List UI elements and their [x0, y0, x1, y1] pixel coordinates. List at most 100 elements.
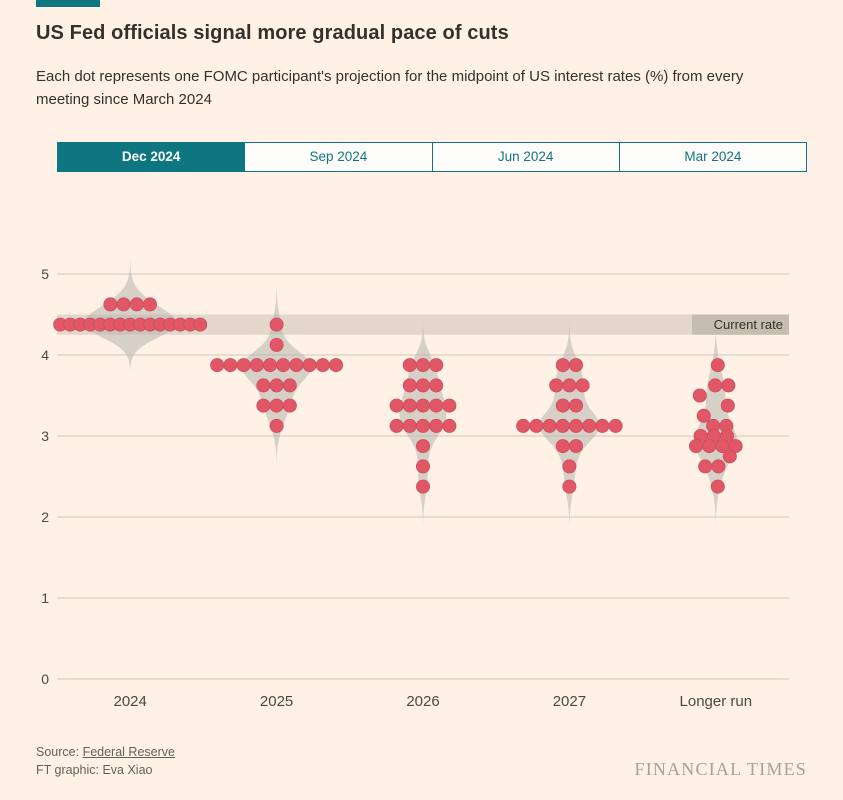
- projection-dot: [415, 418, 430, 433]
- chart-footer: Source: Federal Reserve FT graphic: Eva …: [0, 741, 843, 781]
- projection-dot: [103, 296, 118, 311]
- projection-dot: [289, 357, 304, 372]
- projection-dot: [256, 377, 271, 392]
- projection-dot: [555, 438, 570, 453]
- projection-dot: [710, 479, 725, 494]
- projection-dot: [315, 357, 330, 372]
- projection-dot: [442, 418, 457, 433]
- projection-dot: [542, 418, 557, 433]
- projection-dot: [402, 377, 417, 392]
- projection-dot: [575, 377, 590, 392]
- projection-dot: [429, 377, 444, 392]
- projection-dot: [516, 418, 531, 433]
- projection-dot: [529, 418, 544, 433]
- projection-dot: [415, 458, 430, 473]
- current-rate-label: Current rate: [714, 317, 783, 332]
- projection-dot: [269, 337, 284, 352]
- projection-dot: [721, 377, 736, 392]
- projection-dot: [689, 438, 704, 453]
- projection-dot: [562, 479, 577, 494]
- violin: [241, 279, 312, 470]
- chart-subtitle: Each dot represents one FOMC participant…: [36, 68, 744, 109]
- projection-dot: [193, 317, 208, 332]
- projection-dot: [269, 418, 284, 433]
- y-tick-label: 2: [41, 509, 49, 525]
- projection-dot: [696, 408, 711, 423]
- projection-dot: [276, 357, 291, 372]
- projection-dot: [302, 357, 317, 372]
- projection-dot: [262, 357, 277, 372]
- y-tick-label: 0: [41, 671, 49, 687]
- projection-dot: [269, 398, 284, 413]
- projection-dot: [129, 296, 144, 311]
- projection-dot: [722, 448, 737, 463]
- source-block: Source: Federal Reserve FT graphic: Eva …: [36, 743, 175, 781]
- tab-jun-2024[interactable]: Jun 2024: [432, 141, 620, 172]
- projection-dot: [720, 398, 735, 413]
- projection-dot: [595, 418, 610, 433]
- source-line: Source: Federal Reserve: [36, 743, 175, 762]
- projection-dot: [223, 357, 238, 372]
- y-tick-label: 4: [41, 347, 49, 363]
- projection-dot: [555, 398, 570, 413]
- x-tick-label: 2024: [114, 693, 147, 710]
- projection-dot: [116, 296, 131, 311]
- dot-plot-chart: 0 1 2 3 4 5 2024 2025 2026 2027 Longer run Current …: [41, 259, 789, 710]
- projection-dot: [562, 377, 577, 392]
- projection-dot: [569, 357, 584, 372]
- projection-dot: [210, 357, 225, 372]
- x-tick-label: 2025: [260, 693, 293, 710]
- y-tick-label: 3: [41, 428, 49, 444]
- meeting-tab-bar: Dec 2024 Sep 2024 Jun 2024 Mar 2024: [57, 141, 807, 172]
- x-tick-label: 2027: [553, 693, 586, 710]
- projection-dot: [282, 377, 297, 392]
- projection-dot: [711, 458, 726, 473]
- projection-dot: [269, 317, 284, 332]
- ft-teal-accent-bar: [36, 0, 100, 7]
- violin: [83, 259, 177, 369]
- current-rate-label-chip: [692, 314, 789, 335]
- projection-dot: [692, 387, 707, 402]
- x-tick-label: 2026: [406, 693, 439, 710]
- projection-dot: [415, 479, 430, 494]
- projection-dot: [569, 438, 584, 453]
- projection-dot: [608, 418, 623, 433]
- projection-dot: [562, 458, 577, 473]
- y-tick-label: 5: [41, 266, 49, 282]
- projection-dot: [415, 357, 430, 372]
- projection-dot: [389, 418, 404, 433]
- projection-dot: [415, 438, 430, 453]
- projection-dot: [402, 418, 417, 433]
- projection-dot: [429, 357, 444, 372]
- projection-dot: [282, 398, 297, 413]
- chart-title: US Fed officials signal more gradual pac…: [36, 22, 509, 44]
- projection-dot: [249, 357, 264, 372]
- projection-dot: [236, 357, 251, 372]
- projection-dot: [442, 398, 457, 413]
- projection-dot: [702, 438, 717, 453]
- projection-dot: [389, 398, 404, 413]
- projection-dot: [415, 377, 430, 392]
- source-link[interactable]: Federal Reserve: [82, 744, 175, 759]
- x-tick-label: Longer run: [680, 693, 753, 710]
- credit-line: FT graphic: Eva Xiao: [36, 763, 153, 778]
- y-tick-label: 1: [41, 590, 49, 606]
- projection-dot: [328, 357, 343, 372]
- projection-dot: [269, 377, 284, 392]
- source-label: Source:: [36, 744, 83, 759]
- projection-dot: [415, 398, 430, 413]
- projection-dot: [402, 357, 417, 372]
- tab-mar-2024[interactable]: Mar 2024: [619, 141, 807, 172]
- projection-dot: [569, 398, 584, 413]
- projection-dot: [402, 398, 417, 413]
- projection-dot: [698, 458, 713, 473]
- projection-dot: [429, 418, 444, 433]
- projection-dot: [555, 357, 570, 372]
- projection-dot: [429, 398, 444, 413]
- projection-dot: [549, 377, 564, 392]
- projection-dot: [555, 418, 570, 433]
- tab-sep-2024[interactable]: Sep 2024: [245, 141, 433, 172]
- tab-dec-2024[interactable]: Dec 2024: [57, 141, 246, 172]
- projection-dot: [710, 357, 725, 372]
